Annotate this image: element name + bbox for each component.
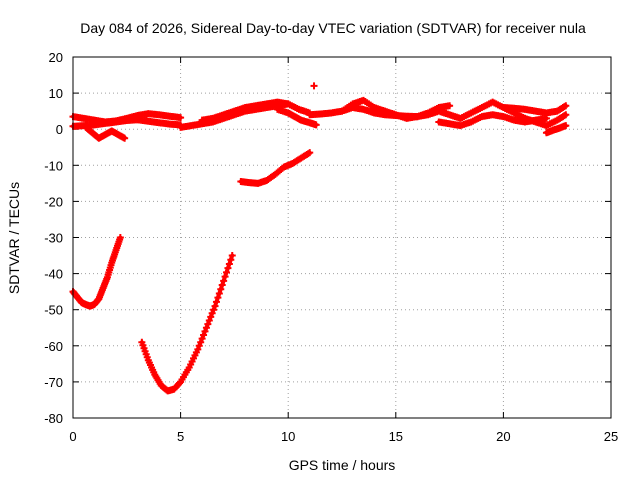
data-point [562, 122, 570, 130]
data-point [210, 306, 218, 314]
series-arc-mid [237, 149, 314, 187]
series-arc-low-1 [69, 234, 124, 310]
x-tick-label: 10 [281, 429, 295, 444]
series-isolated [310, 82, 318, 90]
series-band-i [413, 98, 529, 122]
data-point [228, 252, 236, 260]
data-point [224, 264, 232, 272]
data-point [195, 342, 203, 350]
series-band-e [198, 98, 314, 124]
series-band-l [521, 111, 570, 130]
data-point [227, 256, 235, 264]
data-point [197, 338, 205, 346]
chart-title: Day 084 of 2026, Sidereal Day-to-day VTE… [80, 20, 586, 36]
data-point [446, 102, 454, 110]
y-tick-label: -50 [44, 303, 63, 318]
series-band-k [499, 102, 570, 117]
y-tick-label: -40 [44, 267, 63, 282]
data-point [176, 379, 184, 387]
y-tick-label: -60 [44, 339, 63, 354]
y-tick-label: -30 [44, 231, 63, 246]
axis-ticks: 0 5 10 15 20 25 -80 -70 -60 -50 -40 -30 -20 -10 0 10 20 [44, 50, 618, 444]
data-point [205, 317, 213, 325]
plot-frame [72, 56, 612, 419]
x-tick-label: 5 [177, 429, 184, 444]
series-arc-low-2 [138, 252, 236, 395]
data-point [177, 114, 185, 122]
series-band-c [82, 123, 129, 142]
y-axis-label: SDTVAR / TECUs [6, 182, 22, 294]
data-point [194, 345, 202, 353]
data-point [200, 331, 208, 339]
series-band-f [273, 105, 320, 129]
data-point [207, 313, 215, 321]
data-point [306, 149, 314, 157]
data-point [218, 281, 226, 289]
data-point [221, 273, 229, 281]
data-point [208, 309, 216, 317]
series-band-m [542, 122, 570, 137]
data-point [212, 298, 220, 306]
data-point [204, 320, 212, 328]
data-point [198, 335, 206, 343]
data-point [562, 102, 570, 110]
data-point [562, 111, 570, 119]
y-tick-label: 0 [56, 122, 63, 137]
data-point [201, 327, 209, 335]
data-point [225, 260, 233, 268]
data-point [220, 277, 228, 285]
x-tick-label: 25 [604, 429, 618, 444]
data-series [69, 82, 570, 395]
data-point [116, 234, 124, 241]
y-tick-label: -20 [44, 194, 63, 209]
x-tick-label: 15 [389, 429, 403, 444]
data-point [217, 285, 225, 293]
data-point [312, 121, 320, 129]
data-point [121, 134, 129, 142]
y-tick-label: -10 [44, 158, 63, 173]
data-point [310, 82, 318, 90]
data-point [215, 289, 223, 297]
data-point [223, 268, 231, 276]
x-axis-label: GPS time / hours [289, 457, 396, 473]
data-point [211, 302, 219, 310]
y-tick-label: -70 [44, 375, 63, 390]
x-tick-label: 20 [496, 429, 510, 444]
y-tick-label: 10 [49, 86, 63, 101]
data-point [202, 324, 210, 332]
x-tick-label: 0 [69, 429, 76, 444]
y-tick-label: 20 [49, 50, 63, 65]
data-point [214, 294, 222, 302]
y-tick-label: -80 [44, 411, 63, 426]
